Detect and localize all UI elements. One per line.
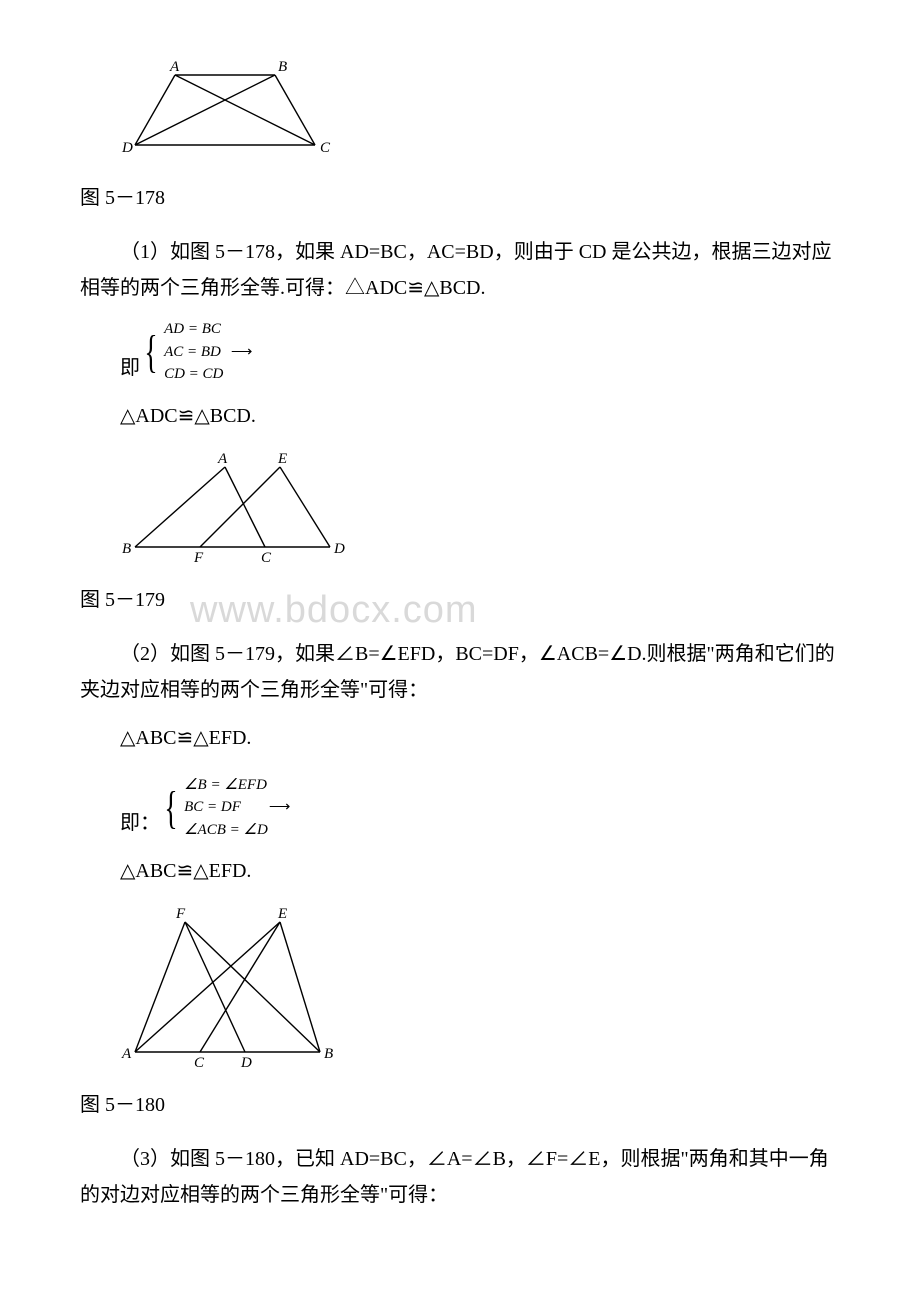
arrow-icon: ⟶: [269, 799, 291, 815]
svg-text:C: C: [194, 1055, 205, 1067]
svg-text:D: D: [333, 541, 345, 557]
equation-2: 即： { ∠B = ∠EFD BC = DF ⟶ ∠ACB = ∠D: [80, 774, 840, 842]
eq2-line-0: ∠B = ∠EFD: [184, 774, 290, 797]
eq2-prefix: 即：: [120, 805, 160, 841]
brace-icon: {: [164, 787, 177, 828]
svg-text:C: C: [320, 140, 331, 156]
caption-180: 图 5－180: [80, 1087, 840, 1123]
svg-text:B: B: [278, 60, 287, 75]
eq1-line-0: AD = BC: [164, 318, 252, 341]
svg-text:A: A: [169, 60, 180, 75]
eq1-line-1: AC = BD: [164, 344, 221, 360]
eq1-line-2: CD = CD: [164, 363, 252, 386]
svg-text:A: A: [121, 1046, 132, 1062]
svg-text:E: E: [277, 907, 287, 922]
figure-5-180-svg: F E A B C D: [120, 907, 340, 1067]
svg-text:B: B: [122, 541, 131, 557]
arrow-icon: ⟶: [231, 344, 253, 360]
result-2a: △ABC≌△EFD.: [80, 720, 840, 756]
figure-5-178: A B D C: [80, 60, 840, 172]
para-3: （3）如图 5－180，已知 AD=BC，∠A=∠B，∠F=∠E，则根据"两角和…: [80, 1141, 840, 1213]
eq2-line-2: ∠ACB = ∠D: [184, 819, 290, 842]
result-2b: △ABC≌△EFD.: [80, 853, 840, 889]
svg-text:D: D: [121, 140, 133, 156]
eq2-line-1: BC = DF: [184, 799, 241, 815]
svg-text:F: F: [193, 550, 204, 562]
svg-text:F: F: [175, 907, 186, 922]
brace-icon: {: [144, 331, 157, 372]
svg-text:E: E: [277, 452, 287, 467]
svg-text:D: D: [240, 1055, 252, 1067]
figure-5-179: A E B D F C: [80, 452, 840, 574]
svg-text:C: C: [261, 550, 272, 562]
para-1: （1）如图 5－178，如果 AD=BC，AC=BD，则由于 CD 是公共边，根…: [80, 234, 840, 306]
watermark: www.bdocx.com: [190, 576, 478, 644]
eq1-prefix: 即: [120, 350, 140, 386]
svg-text:A: A: [217, 452, 228, 467]
figure-5-178-svg: A B D C: [120, 60, 340, 160]
equation-1: 即 { AD = BC AC = BD ⟶ CD = CD: [80, 318, 840, 386]
result-1: △ADC≌△BCD.: [80, 398, 840, 434]
para-2: （2）如图 5－179，如果∠B=∠EFD，BC=DF，∠ACB=∠D.则根据"…: [80, 636, 840, 708]
caption-178: 图 5－178: [80, 180, 840, 216]
caption-179: 图 5－179 www.bdocx.com: [80, 582, 840, 618]
caption-179-text: 图 5－179: [80, 589, 165, 611]
figure-5-180: F E A B C D: [80, 907, 840, 1079]
svg-text:B: B: [324, 1046, 333, 1062]
figure-5-179-svg: A E B D F C: [120, 452, 350, 562]
